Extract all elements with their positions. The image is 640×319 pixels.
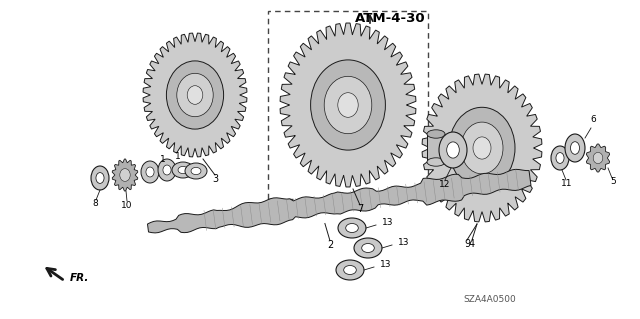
- Polygon shape: [586, 144, 610, 172]
- Ellipse shape: [593, 152, 603, 164]
- Polygon shape: [112, 159, 138, 191]
- Ellipse shape: [187, 86, 203, 104]
- Ellipse shape: [310, 60, 385, 150]
- Polygon shape: [147, 169, 531, 233]
- Text: 9: 9: [464, 239, 470, 249]
- Ellipse shape: [163, 165, 171, 175]
- Polygon shape: [422, 74, 542, 222]
- Text: 12: 12: [439, 180, 451, 189]
- Ellipse shape: [570, 142, 579, 154]
- Ellipse shape: [439, 132, 467, 168]
- Text: 13: 13: [380, 260, 392, 269]
- Text: 10: 10: [121, 201, 132, 210]
- Ellipse shape: [185, 163, 207, 179]
- Ellipse shape: [177, 73, 213, 117]
- Polygon shape: [143, 33, 247, 157]
- Ellipse shape: [427, 130, 445, 138]
- Ellipse shape: [120, 169, 130, 182]
- Ellipse shape: [158, 159, 176, 181]
- Text: 3: 3: [212, 174, 218, 184]
- Text: 4: 4: [469, 239, 475, 249]
- Text: 2: 2: [327, 240, 333, 249]
- Polygon shape: [280, 23, 416, 187]
- Text: SZA4A0500: SZA4A0500: [463, 295, 516, 305]
- Ellipse shape: [344, 265, 356, 275]
- Text: 5: 5: [610, 177, 616, 186]
- Ellipse shape: [336, 260, 364, 280]
- Ellipse shape: [447, 142, 460, 158]
- Ellipse shape: [191, 167, 201, 174]
- Ellipse shape: [146, 167, 154, 177]
- Text: 1: 1: [175, 152, 181, 161]
- Ellipse shape: [449, 107, 515, 189]
- Ellipse shape: [362, 243, 374, 253]
- Ellipse shape: [556, 152, 564, 163]
- Ellipse shape: [172, 162, 194, 178]
- Ellipse shape: [461, 122, 503, 174]
- Ellipse shape: [96, 173, 104, 183]
- Text: 13: 13: [398, 238, 410, 247]
- Ellipse shape: [178, 167, 188, 174]
- Ellipse shape: [338, 93, 358, 117]
- Ellipse shape: [166, 61, 223, 129]
- Bar: [427, 134, 445, 162]
- Text: FR.: FR.: [70, 273, 90, 283]
- Text: 1: 1: [160, 155, 166, 164]
- Text: 11: 11: [561, 179, 573, 188]
- Ellipse shape: [565, 134, 585, 162]
- Ellipse shape: [427, 158, 445, 166]
- Text: 8: 8: [92, 199, 98, 208]
- Text: 13: 13: [382, 218, 394, 227]
- Ellipse shape: [551, 146, 569, 170]
- Ellipse shape: [346, 224, 358, 233]
- Ellipse shape: [91, 166, 109, 190]
- Ellipse shape: [141, 161, 159, 183]
- Ellipse shape: [338, 218, 366, 238]
- Ellipse shape: [473, 137, 491, 159]
- Ellipse shape: [324, 76, 372, 134]
- Ellipse shape: [354, 238, 382, 258]
- Text: 7: 7: [357, 204, 363, 214]
- Text: ATM-4-30: ATM-4-30: [355, 11, 426, 25]
- Text: 6: 6: [590, 115, 596, 124]
